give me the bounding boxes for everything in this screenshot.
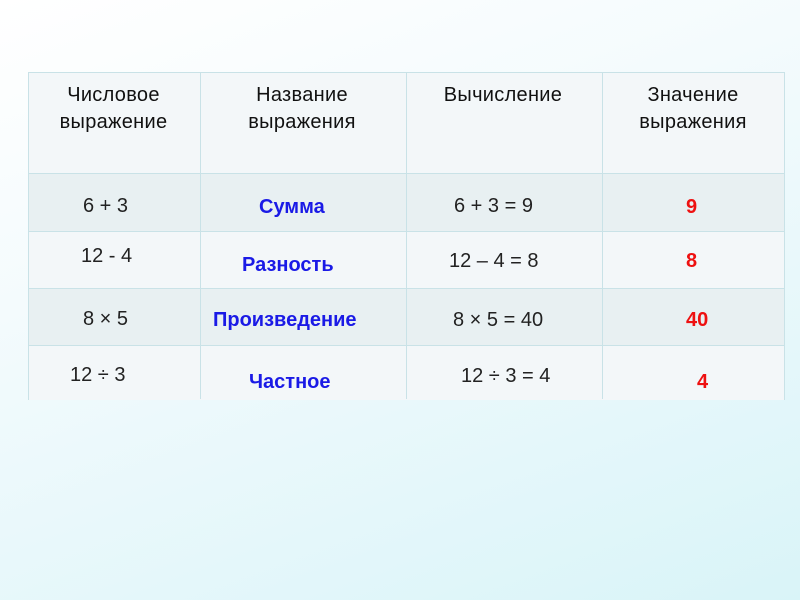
header-line: выражения xyxy=(639,111,747,133)
column-divider xyxy=(200,73,201,399)
calculation-cell: 6 + 3 = 9 xyxy=(454,195,533,217)
calculation-cell: 12 ÷ 3 = 4 xyxy=(461,365,551,387)
value-cell: 40 xyxy=(686,309,709,331)
value-cell: 4 xyxy=(697,371,709,393)
header-expression-name: Название выражения xyxy=(199,82,405,136)
header-numeric-expression: Числовое выражение xyxy=(28,82,199,136)
expressions-table xyxy=(28,72,785,400)
name-cell: Разность xyxy=(242,254,334,276)
name-cell: Сумма xyxy=(259,196,325,218)
name-cell: Частное xyxy=(249,371,331,393)
expression-cell: 12 ÷ 3 xyxy=(70,364,126,386)
header-calculation: Вычисление xyxy=(405,82,601,109)
header-expression-value: Значение выражения xyxy=(601,82,785,136)
header-line: выражение xyxy=(59,111,168,133)
header-line: Название xyxy=(256,84,348,106)
expression-cell: 12 - 4 xyxy=(81,245,133,267)
header-line: Числовое xyxy=(67,84,160,106)
value-cell: 9 xyxy=(686,196,698,218)
calculation-cell: 8 × 5 = 40 xyxy=(453,309,544,331)
header-line: выражения xyxy=(248,111,356,133)
expression-cell: 6 + 3 xyxy=(83,195,129,217)
value-cell: 8 xyxy=(686,250,698,272)
header-line: Значение xyxy=(647,84,739,106)
expression-cell: 8 × 5 xyxy=(83,308,129,330)
name-cell: Произведение xyxy=(213,309,357,331)
calculation-cell: 12 – 4 = 8 xyxy=(449,250,539,272)
column-divider xyxy=(406,73,407,399)
column-divider xyxy=(602,73,603,399)
header-line: Вычисление xyxy=(443,84,563,106)
